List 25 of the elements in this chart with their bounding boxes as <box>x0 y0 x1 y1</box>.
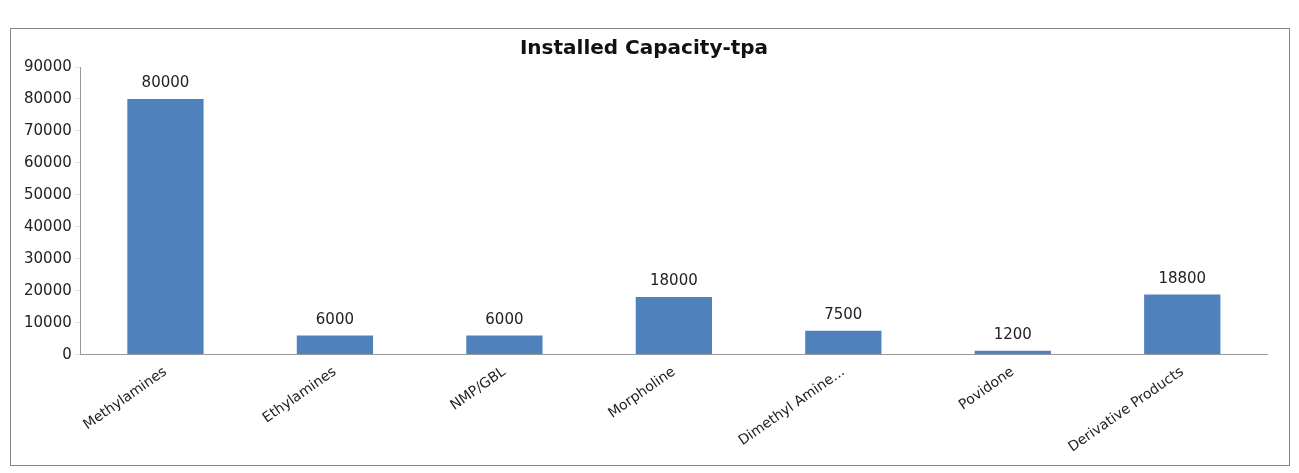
y-tick-label: 50000 <box>24 184 72 203</box>
bar <box>635 297 712 355</box>
data-label: 6000 <box>315 309 355 328</box>
data-label: 1200 <box>993 325 1032 344</box>
data-label: 18000 <box>650 271 698 290</box>
bar <box>974 350 1051 355</box>
bar <box>296 335 374 355</box>
bar <box>805 330 882 355</box>
data-label: 80000 <box>141 73 190 92</box>
y-tick-label: 30000 <box>24 248 72 267</box>
y-tick-label: 70000 <box>24 120 72 139</box>
y-tick-label: 80000 <box>24 88 72 107</box>
data-label: 7500 <box>824 305 863 324</box>
chart-title: Installed Capacity-tpa <box>519 35 769 60</box>
y-tick-label: 0 <box>62 344 72 363</box>
bar <box>466 335 543 355</box>
data-label: 6000 <box>485 309 524 328</box>
y-tick-label: 60000 <box>24 152 72 171</box>
y-tick-label: 20000 <box>24 280 72 299</box>
bar <box>127 98 204 355</box>
y-tick-label: 10000 <box>24 312 72 331</box>
bar <box>1144 294 1221 355</box>
y-tick-label: 90000 <box>24 56 72 75</box>
data-label: 18800 <box>1158 268 1207 287</box>
y-tick-label: 40000 <box>24 216 72 235</box>
